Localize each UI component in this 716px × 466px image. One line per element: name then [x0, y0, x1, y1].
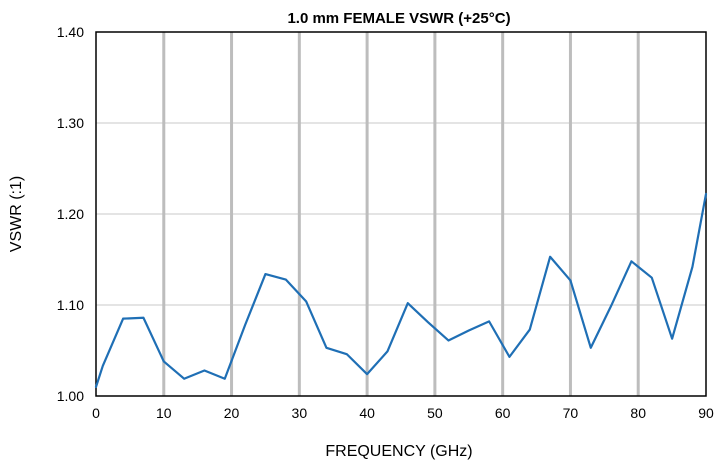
plot-area-frame: [95, 31, 707, 397]
tick-labels: 1.00 1.10 1.20 1.30 1.40 0 10 20 30 40 50 60 70 80 90: [57, 24, 714, 421]
y-tick-label: 1.10: [57, 297, 84, 313]
grid-lines: [96, 32, 706, 396]
x-tick-label: 10: [156, 405, 172, 421]
x-axis-label: FREQUENCY (GHz): [325, 443, 472, 460]
chart-title: 1.0 mm FEMALE VSWR (+25°C): [287, 10, 510, 27]
x-tick-label: 30: [292, 405, 308, 421]
y-tick-label: 1.40: [57, 24, 84, 40]
x-tick-label: 40: [359, 405, 375, 421]
x-tick-label: 80: [630, 405, 646, 421]
series-layer: [94, 192, 708, 388]
y-tick-label: 1.20: [57, 206, 84, 222]
y-tick-label: 1.30: [57, 115, 84, 131]
x-tick-label: 20: [224, 405, 240, 421]
x-tick-label: 70: [563, 405, 579, 421]
vswr-series-line: [94, 192, 708, 388]
x-tick-label: 0: [92, 405, 100, 421]
x-tick-label: 50: [427, 405, 443, 421]
x-tick-label: 90: [698, 405, 714, 421]
x-tick-label: 60: [495, 405, 511, 421]
y-tick-label: 1.00: [57, 388, 84, 404]
y-axis-label: VSWR (:1): [8, 176, 25, 252]
